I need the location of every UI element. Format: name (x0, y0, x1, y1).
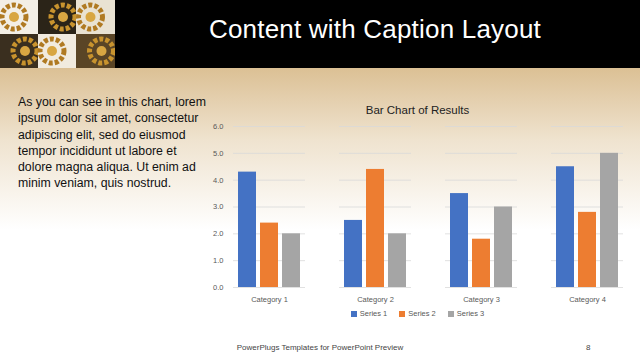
svg-text:Category 1: Category 1 (251, 295, 288, 304)
svg-text:4.0: 4.0 (213, 176, 223, 185)
svg-text:0.0: 0.0 (213, 283, 223, 292)
svg-text:Category 4: Category 4 (569, 295, 606, 304)
svg-text:Category 2: Category 2 (357, 295, 394, 304)
html-text:Series 1: Series 1 (359, 309, 388, 318)
html-text:Series 3: Series 3 (456, 309, 485, 318)
svg-text:5.0: 5.0 (213, 149, 223, 158)
html-text:Series 2: Series 2 (408, 309, 436, 318)
svg-text:1.0: 1.0 (213, 256, 223, 265)
html-text:8: 8 (586, 343, 591, 352)
svg-text:2.0: 2.0 (213, 229, 223, 238)
html-text:Content with Caption Layout: Content with Caption Layout (209, 14, 541, 44)
svg-text:3.0: 3.0 (213, 202, 223, 211)
html-text:PowerPlugs Templates for Power: PowerPlugs Templates for PowerPoint Prev… (236, 343, 404, 352)
svg-text:Category 3: Category 3 (463, 295, 500, 304)
svg-text:6.0: 6.0 (213, 122, 223, 131)
html-text:Bar Chart of Results: Bar Chart of Results (365, 104, 470, 116)
html-text:As you can see in this chart,: As you can see in this chart, lorem ipsu… (18, 95, 206, 191)
